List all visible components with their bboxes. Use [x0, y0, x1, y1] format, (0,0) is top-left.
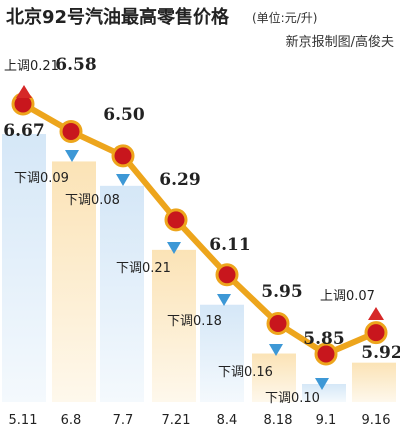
- background-band: [252, 353, 296, 402]
- unit-label: (单位:元/升): [252, 10, 317, 25]
- chart-credit: 新京报制图/高俊夫: [286, 34, 394, 50]
- up-arrow-icon: [16, 85, 32, 98]
- adjustment-label: 下调0.10: [265, 391, 320, 406]
- value-label: 6.29: [159, 170, 200, 190]
- down-arrow-icon: [315, 378, 329, 390]
- down-arrow-icon: [65, 150, 79, 162]
- value-label: 6.11: [209, 235, 250, 255]
- x-tick-label: 9.1: [316, 413, 337, 428]
- x-tick-label: 6.8: [61, 413, 82, 428]
- x-tick-label: 8.4: [217, 413, 238, 428]
- x-tick-label: 7.21: [162, 413, 191, 428]
- price-marker: [111, 144, 135, 168]
- price-marker: [364, 321, 388, 345]
- adjustment-label: 上调0.21: [4, 59, 59, 74]
- value-label: 6.58: [55, 55, 96, 75]
- price-marker: [215, 263, 239, 287]
- value-label: 6.50: [103, 105, 145, 125]
- adjustment-label: 下调0.09: [14, 171, 69, 186]
- value-label: 5.92: [361, 343, 400, 363]
- adjustment-label: 上调0.07: [320, 289, 375, 304]
- background-band: [302, 384, 346, 402]
- price-marker: [164, 208, 188, 232]
- background-band: [100, 185, 144, 402]
- value-label: 6.67: [3, 121, 44, 141]
- x-tick-label: 7.7: [113, 413, 134, 428]
- background-band: [152, 249, 196, 402]
- price-marker: [266, 312, 290, 336]
- value-label: 5.85: [303, 329, 344, 349]
- background-band: [200, 304, 244, 402]
- price-marker: [314, 342, 338, 366]
- x-axis-ticks: 5.11 6.8 7.7 7.21 8.4 8.18 9.1 9.16: [9, 413, 391, 428]
- x-tick-label: 8.18: [264, 413, 293, 428]
- adjustment-label: 下调0.08: [65, 193, 120, 208]
- value-labels: 6.67 6.58 6.50 6.29 6.11 5.95 5.85 5.92: [3, 55, 400, 363]
- value-label: 5.95: [261, 282, 302, 302]
- down-arrow-icon: [269, 344, 283, 356]
- up-arrow-icon: [368, 307, 384, 320]
- chart-title: 北京92号汽油最高零售价格: [6, 6, 230, 28]
- price-markers: [11, 92, 388, 366]
- background-bands: [2, 134, 396, 402]
- adjustment-label: 下调0.21: [116, 261, 171, 276]
- background-band: [2, 134, 46, 402]
- price-marker: [59, 119, 83, 143]
- x-tick-label: 9.16: [362, 413, 391, 428]
- background-band: [352, 362, 396, 402]
- down-arrow-icon: [116, 174, 130, 186]
- down-arrow-icon: [167, 242, 181, 254]
- adjustment-label: 下调0.16: [218, 365, 273, 380]
- down-arrow-icon: [217, 294, 231, 306]
- x-tick-label: 5.11: [9, 413, 38, 428]
- background-band: [52, 161, 96, 402]
- adjustment-annotations: 上调0.21 下调0.09 下调0.08 下调0.21 下调0.18 下调0.16 下调0.…: [4, 59, 384, 406]
- adjustment-label: 下调0.18: [167, 314, 222, 329]
